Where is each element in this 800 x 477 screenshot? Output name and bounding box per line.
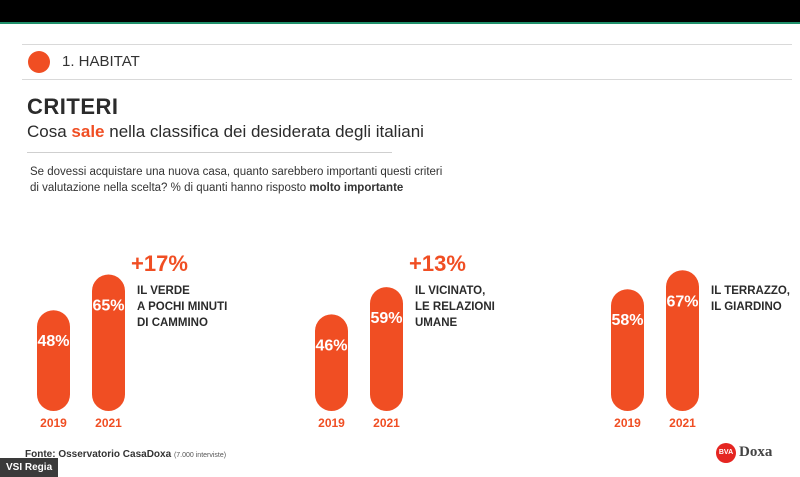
subtitle-text-before: Cosa bbox=[27, 122, 72, 141]
criterion-label-line: IL TERRAZZO, bbox=[711, 285, 790, 297]
bar-3-2019 bbox=[611, 289, 644, 411]
section-label: 1. HABITAT bbox=[62, 53, 140, 70]
bar-1-2019 bbox=[37, 310, 70, 411]
criterion-label-line: LE RELAZIONI bbox=[415, 301, 495, 313]
section-header: 1. HABITAT bbox=[22, 44, 792, 80]
criterion-label-line: UMANE bbox=[415, 317, 457, 329]
criterion-label-line: IL VICINATO, bbox=[415, 285, 485, 297]
criterion-label-line: DI CAMMINO bbox=[137, 317, 208, 329]
question-line-1: Se dovessi acquistare una nuova casa, qu… bbox=[30, 166, 443, 178]
year-tick-label: 2019 bbox=[614, 416, 641, 430]
subtitle-text-after: nella classifica dei desiderata degli it… bbox=[104, 122, 424, 141]
survey-question: Se dovessi acquistare una nuova casa, qu… bbox=[30, 164, 500, 196]
year-tick-label: 2021 bbox=[95, 416, 122, 430]
year-tick-label: 2019 bbox=[40, 416, 67, 430]
bar-2-2019 bbox=[315, 314, 348, 411]
bar-1-2021 bbox=[92, 274, 125, 411]
source-note: Fonte: Osservatorio CasaDoxa (7.000 inte… bbox=[25, 449, 226, 460]
logo-mark: BVA bbox=[716, 443, 736, 463]
page-title: CRITERI bbox=[27, 94, 119, 119]
criterion-label-line: IL VERDE bbox=[137, 285, 190, 297]
criterion-label-line: IL GIARDINO bbox=[711, 301, 782, 313]
bar-value-label: 65% bbox=[92, 298, 124, 315]
page-subtitle: Cosa sale nella classifica dei desiderat… bbox=[27, 122, 424, 142]
bar-value-label: 59% bbox=[370, 310, 402, 327]
change-label: +17% bbox=[131, 251, 188, 276]
year-tick-label: 2021 bbox=[669, 416, 696, 430]
year-tick-label: 2021 bbox=[373, 416, 400, 430]
question-emphasis: molto importante bbox=[309, 182, 404, 194]
criterion-label-line: A POCHI MINUTI bbox=[137, 301, 227, 313]
bar-value-label: 46% bbox=[315, 337, 347, 354]
bar-2-2021 bbox=[370, 287, 403, 411]
section-dot-icon bbox=[28, 51, 50, 73]
slide: 1. HABITAT CRITERI Cosa sale nella class… bbox=[0, 22, 800, 477]
title-divider bbox=[27, 152, 392, 153]
bar-value-label: 67% bbox=[666, 293, 698, 310]
logo-name: Doxa bbox=[739, 444, 773, 460]
bar-3-2021 bbox=[666, 270, 699, 411]
source-label: Fonte: Osservatorio CasaDoxa bbox=[25, 449, 172, 460]
broadcast-watermark: VSI Regia bbox=[0, 458, 59, 477]
bar-value-label: 48% bbox=[37, 333, 69, 350]
year-tick-label: 2019 bbox=[318, 416, 345, 430]
source-sample-note: (7.000 interviste) bbox=[173, 452, 227, 459]
bar-charts: 48% 2019 65% 2021 +17% IL VERDE A POCHI MINUTI… bbox=[37, 251, 790, 430]
bar-value-label: 58% bbox=[611, 312, 643, 329]
subtitle-accent: sale bbox=[71, 122, 105, 141]
change-label: +13% bbox=[409, 251, 466, 276]
question-line-2: di valutazione nella scelta? % di quanti… bbox=[30, 182, 310, 194]
